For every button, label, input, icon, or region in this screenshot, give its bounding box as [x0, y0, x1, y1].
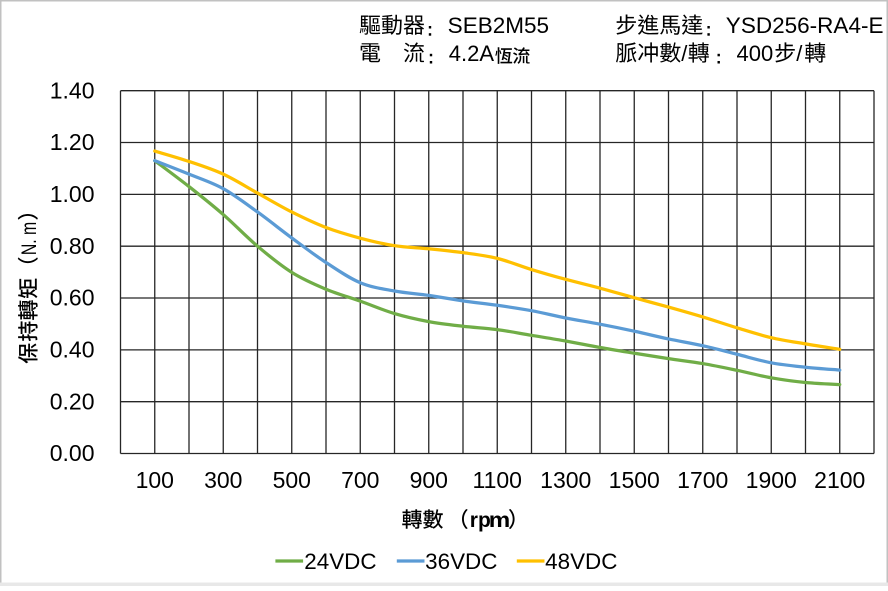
svg-text:4.2A: 4.2A [449, 41, 495, 66]
svg-text:400: 400 [737, 41, 774, 66]
svg-text:500: 500 [273, 467, 311, 493]
svg-text:YSD256-RA4-E: YSD256-RA4-E [726, 13, 884, 38]
svg-text:/: / [796, 41, 803, 66]
svg-text:0.20: 0.20 [50, 388, 95, 414]
svg-text:1900: 1900 [746, 467, 797, 493]
svg-text:SEB2M55: SEB2M55 [448, 13, 549, 38]
svg-text:1.00: 1.00 [50, 181, 95, 207]
svg-text:1100: 1100 [473, 467, 522, 493]
svg-text:0.00: 0.00 [50, 440, 95, 466]
svg-text:0.40: 0.40 [50, 337, 95, 363]
svg-text:24VDC: 24VDC [304, 549, 376, 574]
svg-text:700: 700 [341, 467, 379, 493]
svg-text:1500: 1500 [609, 467, 660, 493]
svg-text:0.80: 0.80 [50, 233, 95, 259]
svg-text:rp: rp [470, 509, 491, 532]
svg-text:0.60: 0.60 [50, 285, 95, 311]
svg-text:m: m [489, 509, 511, 532]
svg-text:48VDC: 48VDC [545, 549, 617, 574]
svg-text:1300: 1300 [540, 467, 591, 493]
svg-text:36VDC: 36VDC [425, 549, 497, 574]
svg-text:2100: 2100 [814, 467, 865, 493]
svg-text:900: 900 [410, 467, 448, 493]
svg-text:100: 100 [136, 467, 174, 493]
svg-text:300: 300 [204, 467, 242, 493]
svg-text:/: / [681, 41, 688, 66]
svg-text:1.20: 1.20 [50, 129, 95, 155]
svg-text:1700: 1700 [677, 467, 728, 493]
svg-text:1.40: 1.40 [50, 77, 95, 103]
svg-text:N. m: N. m [18, 222, 41, 255]
